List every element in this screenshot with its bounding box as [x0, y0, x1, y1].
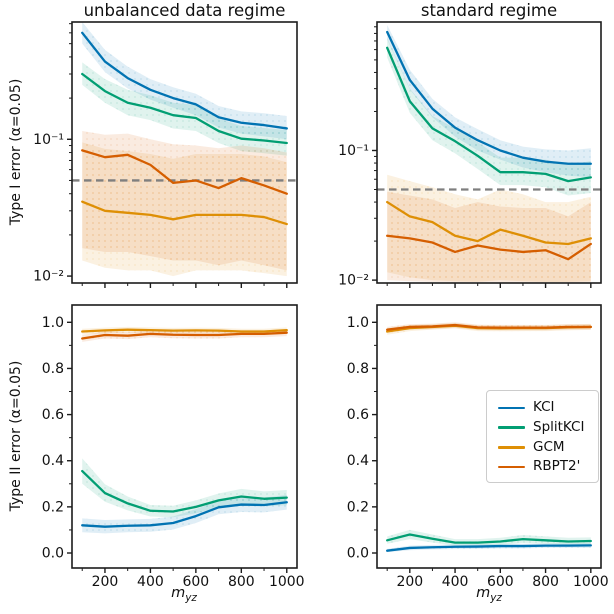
- x-axis-label-left: myz: [171, 585, 197, 604]
- svg-text:600: 600: [182, 574, 209, 590]
- legend-label-kci: KCI: [533, 399, 555, 416]
- y-axis-label-type2-error: Type II error (α=0.05): [8, 360, 24, 512]
- legend-swatch-kci: [498, 406, 525, 410]
- svg-text:800: 800: [532, 574, 559, 590]
- plot-area-bottom-right: 200 400 600 800 1000 0.0 0.2 0.4 0.6 0.8 1.0: [347, 304, 609, 590]
- plot-area-top-right: 10⁻¹ 10⁻²: [338, 21, 602, 289]
- legend-label-gcm: GCM: [533, 438, 565, 455]
- legend-entry-splitkci: SplitKCI: [498, 419, 588, 437]
- svg-text:0.2: 0.2: [42, 499, 64, 515]
- svg-text:400: 400: [442, 574, 469, 590]
- svg-text:0.4: 0.4: [347, 453, 369, 469]
- svg-text:1.0: 1.0: [347, 315, 369, 331]
- svg-text:200: 200: [92, 574, 119, 590]
- svg-text:10⁻²: 10⁻²: [338, 273, 369, 289]
- svg-text:800: 800: [228, 574, 255, 590]
- svg-text:0.6: 0.6: [42, 407, 64, 423]
- legend-entry-rbpt2: RBPT2': [498, 458, 588, 476]
- svg-text:200: 200: [396, 574, 423, 590]
- svg-text:10⁻²: 10⁻²: [33, 269, 64, 285]
- plot-area-top-left: 10⁻¹ 10⁻²: [33, 21, 298, 288]
- subplot-type2-standard: 200 400 600 800 1000 0.0 0.2 0.4 0.6 0.8 1.0 KCI S…: [347, 304, 609, 590]
- svg-text:0.2: 0.2: [347, 499, 369, 515]
- legend-entry-kci: KCI: [498, 399, 588, 417]
- svg-text:0.0: 0.0: [42, 546, 64, 562]
- svg-text:0.6: 0.6: [347, 407, 369, 423]
- svg-text:10⁻¹: 10⁻¹: [338, 143, 369, 159]
- svg-text:1.0: 1.0: [42, 315, 64, 331]
- legend-swatch-gcm: [498, 446, 525, 449]
- subplot-title-unbalanced: unbalanced data regime: [83, 1, 286, 20]
- svg-text:0.8: 0.8: [42, 361, 64, 377]
- y-axis-label-type1-error: Type I error (α=0.05): [8, 78, 24, 226]
- legend: KCI SplitKCI GCM RBPT2': [486, 390, 599, 483]
- legend-label-splitkci: SplitKCI: [533, 418, 585, 435]
- legend-entry-gcm: GCM: [498, 438, 588, 456]
- svg-text:1000: 1000: [573, 574, 609, 590]
- plot-area-bottom-left: 200 400 600 800 1000 0.0 0.2 0.4 0.6 0.8 1.0: [42, 304, 305, 590]
- svg-text:0.0: 0.0: [347, 546, 369, 562]
- subplot-title-standard: standard regime: [420, 1, 558, 20]
- svg-text:0.8: 0.8: [347, 361, 369, 377]
- subplot-type1-standard: 10⁻¹ 10⁻²: [338, 21, 602, 289]
- subplot-type2-unbalanced: 200 400 600 800 1000 0.0 0.2 0.4 0.6 0.8 1.0: [42, 304, 305, 590]
- legend-label-rbpt2: RBPT2': [533, 458, 581, 475]
- x-axis-label-right: myz: [476, 585, 502, 604]
- svg-text:600: 600: [487, 574, 514, 590]
- subplot-type1-unbalanced: 10⁻¹ 10⁻²: [33, 21, 298, 288]
- svg-text:0.4: 0.4: [42, 453, 64, 469]
- svg-text:10⁻¹: 10⁻¹: [33, 132, 64, 148]
- svg-text:1000: 1000: [269, 574, 305, 590]
- svg-text:400: 400: [137, 574, 164, 590]
- legend-swatch-splitkci: [498, 426, 525, 429]
- legend-swatch-rbpt2: [498, 465, 525, 469]
